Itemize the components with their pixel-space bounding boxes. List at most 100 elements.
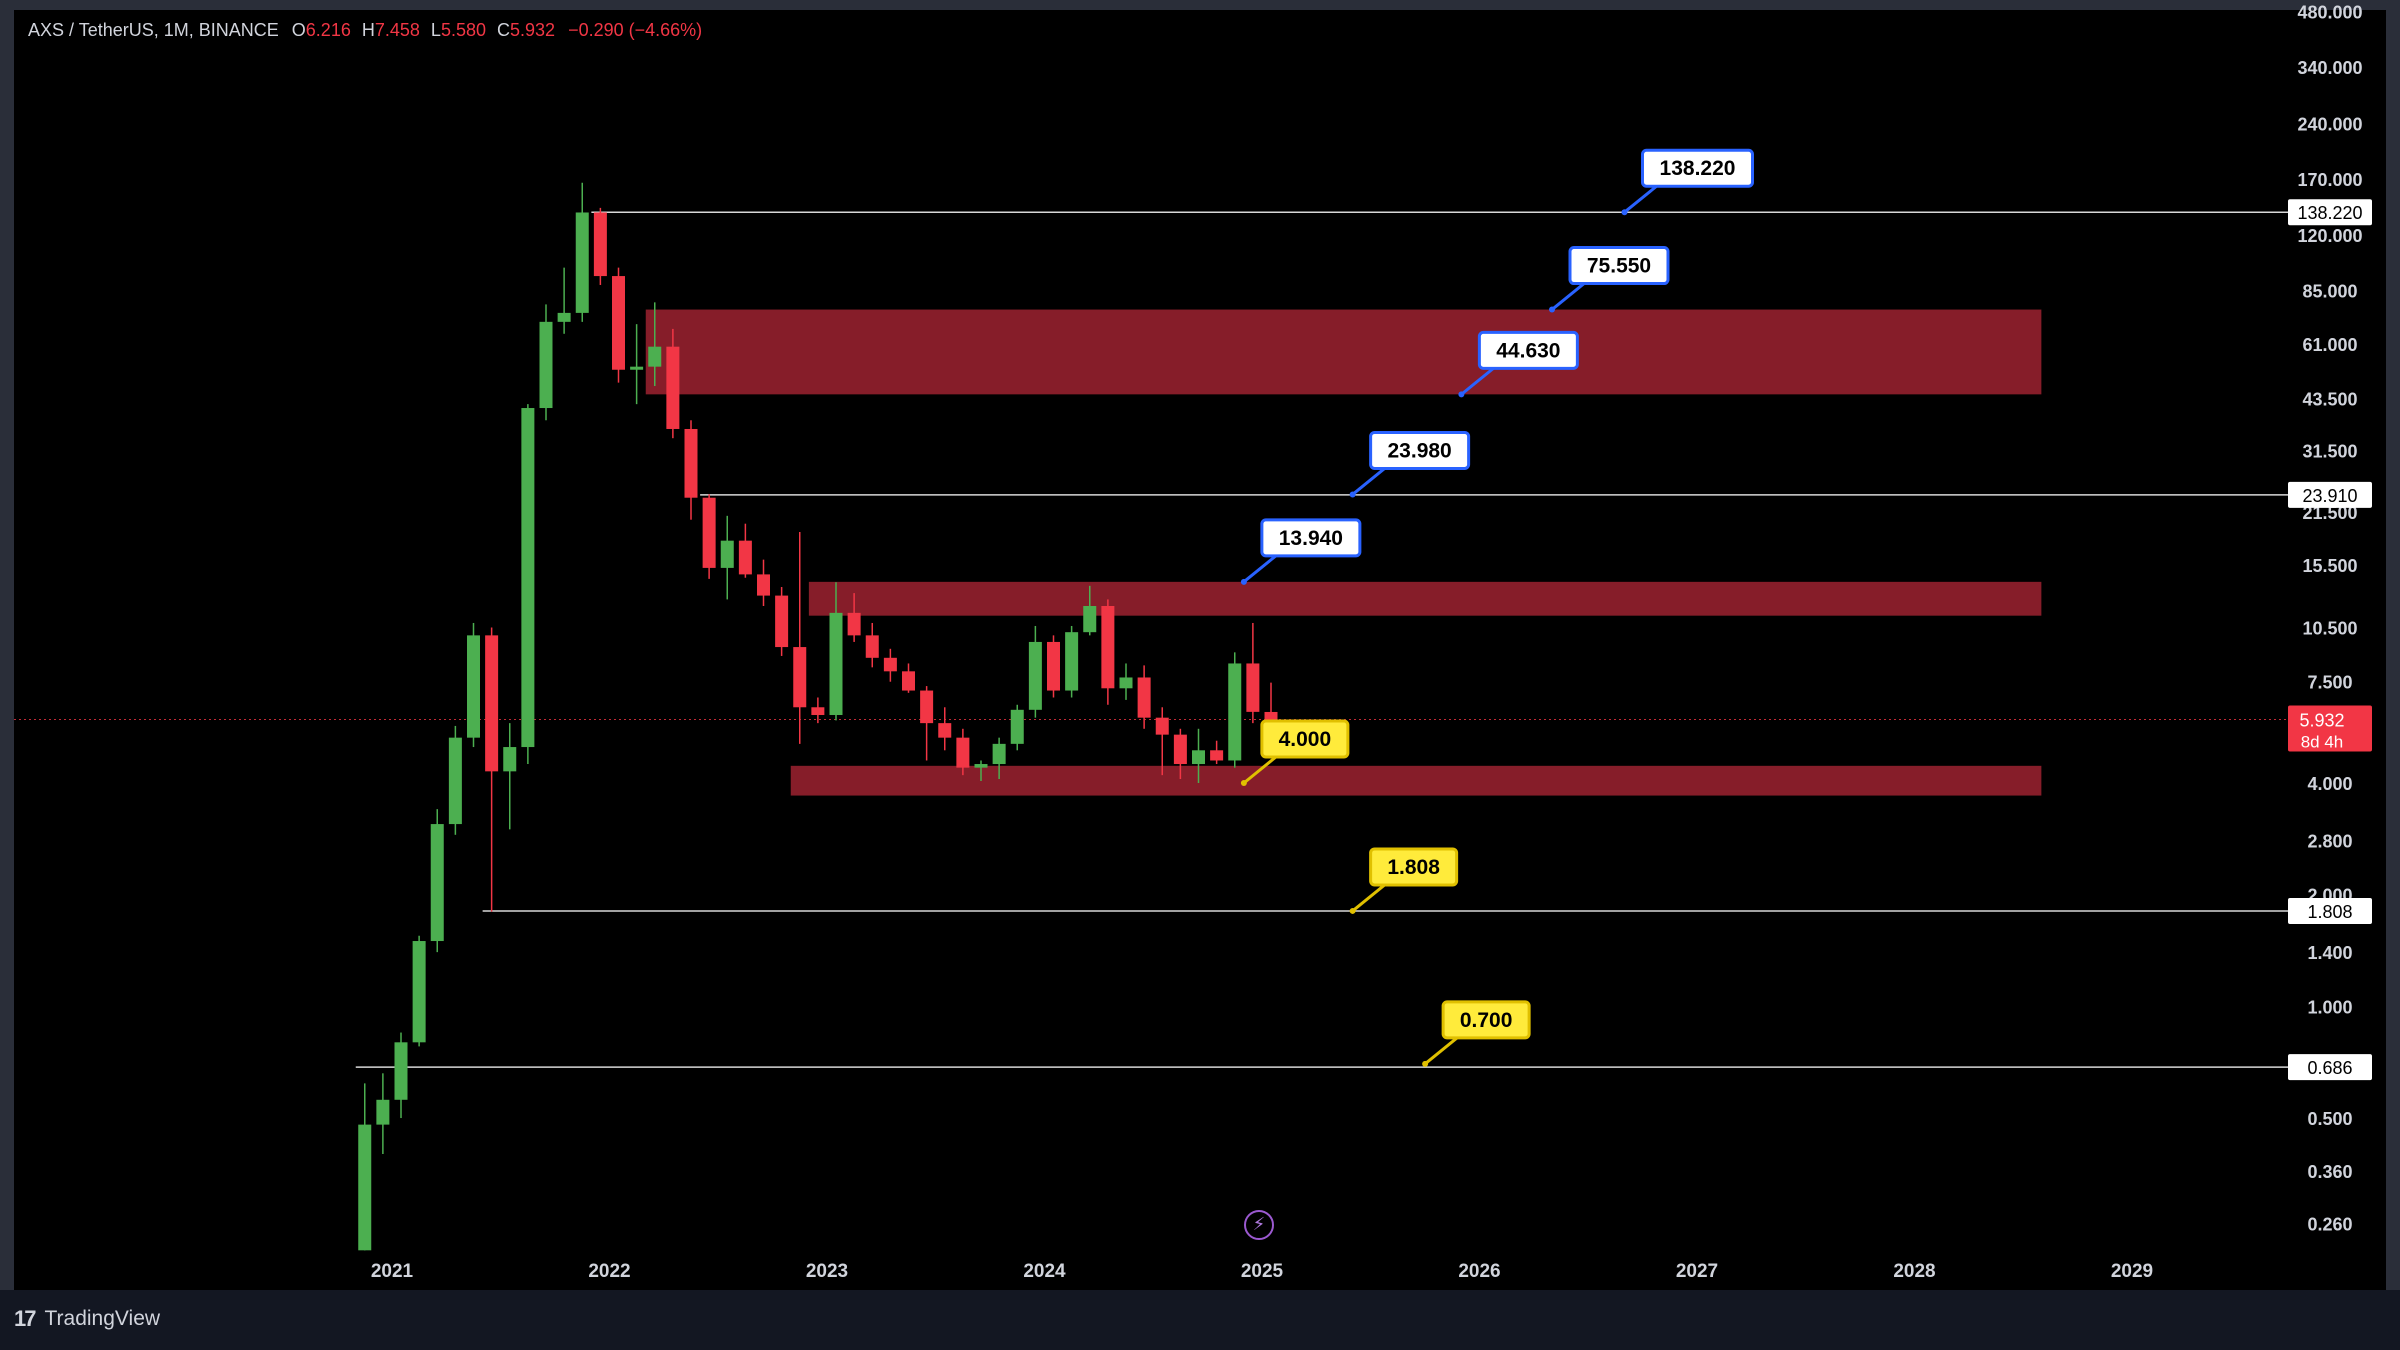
candle-body [575,212,589,313]
target-pointer [1424,1036,1459,1065]
candle-body [1047,641,1060,691]
target-label-box [1568,246,1670,286]
candle-body [1083,605,1097,633]
symbol-name[interactable]: AXS / TetherUS, 1M, BINANCE [28,20,279,40]
candle-body [1065,632,1079,691]
current-price-tag [2288,705,2372,752]
open-label: O [291,20,306,40]
candle-body [1246,663,1260,712]
candle-body [593,212,607,277]
price-tick-label: 15.500 [2302,556,2357,576]
time-tick-label: 2023 [806,1261,848,1282]
target-pointer [1242,755,1277,785]
candle-body [1192,750,1205,765]
candle-body [1101,605,1115,689]
zone-layer [645,309,2042,796]
target-pointer [1460,367,1495,396]
candle-body [883,657,897,672]
time-tick-label: 2026 [1458,1261,1500,1282]
close-label: C [497,20,510,40]
target-anchor [1240,578,1247,585]
candle-body [829,612,843,716]
candle-body [1228,663,1242,761]
price-tag [2288,897,2372,924]
candle-body [757,574,770,596]
price-tag-text: 138.220 [2297,203,2362,223]
target-pointer [1351,467,1386,496]
price-tick-label: 240.000 [2297,114,2362,134]
time-tick-label: 2029 [2111,1261,2153,1282]
candle-body [394,1042,408,1100]
candle-body [1028,641,1042,710]
target-label-box [1369,430,1471,470]
candle-body [412,941,426,1043]
time-tick-label: 2022 [588,1261,630,1282]
candle-body [793,647,807,708]
low-value: 5.580 [440,20,486,40]
lightning-icon[interactable]: ⚡ [1244,1210,1274,1240]
target-anchor [1422,1060,1429,1067]
candle-body [430,824,444,942]
price-tag [2288,1054,2372,1081]
candle-body [956,737,970,768]
horizontal-line-layer [14,211,2288,1068]
candle-body [1264,711,1278,720]
candle-body [1210,750,1224,761]
price-tick-label: 170.000 [2297,170,2362,190]
price-tick-label: 61.000 [2302,335,2357,355]
supply-demand-zone [645,309,2042,395]
price-tag-text: 0.686 [2307,1058,2352,1078]
target-label-box [1441,1000,1531,1040]
target-label-box [1477,330,1579,370]
candle-body [1173,734,1187,765]
close-value: 5.932 [510,20,556,40]
candle-body [612,276,625,370]
price-tag-layer: 138.220 23.910 1.808 0.686 5.932 8d 4h [2288,199,2372,1081]
price-tick-label: 340.000 [2297,58,2362,78]
candle-body [503,747,517,772]
price-tick-label: 7.500 [2307,673,2352,693]
price-tick-label: 1.000 [2307,997,2352,1017]
candle-body [376,1099,390,1125]
target-label-text: 23.980 [1388,439,1452,462]
candle-body [485,635,499,772]
candle-body [702,497,716,568]
price-tick-label: 10.500 [2302,619,2357,639]
target-pointer [1351,883,1386,913]
target-pointer [1623,185,1658,214]
price-tag [2288,199,2372,226]
time-tick-label: 2024 [1023,1261,1066,1282]
target-anchor [1240,780,1247,786]
candle-body [630,366,644,370]
price-tick-label: 4.000 [2307,774,2352,794]
time-tick-label: 2025 [1241,1261,1284,1282]
low-label: L [430,20,441,40]
target-anchor [1621,209,1628,216]
target-label-layer: 138.220 75.550 44.630 23.980 13.940 4.000 1.80… [1240,148,1754,1067]
target-anchor [1349,907,1356,914]
price-tick-label: 85.000 [2302,282,2357,302]
candle-body [1119,677,1133,689]
candle-body [847,612,861,636]
candle-body [1155,717,1169,735]
time-axis: 2021 2022 2023 2024 2025 2026 2027 2028 2029 [371,1261,2153,1282]
target-anchor [1549,306,1555,313]
candle-body [720,540,734,568]
tradingview-logo[interactable]: 17 TradingView [14,1306,160,1332]
symbol-legend: AXS / TetherUS, 1M, BINANCE O6.216 H7.45… [28,20,702,41]
candle-body [1010,709,1024,744]
target-anchor [1349,491,1356,498]
price-tick-label: 0.260 [2307,1214,2352,1234]
tradingview-logo-icon: 17 [14,1306,37,1331]
candle-body [648,346,662,367]
candle-body [358,1124,372,1251]
high-label: H [361,20,375,40]
target-pointer [1551,282,1585,311]
chart-frame[interactable] [14,10,2386,1290]
candle-body [938,723,952,738]
target-label-text: 138.220 [1660,157,1736,180]
price-tick-label: 2.800 [2307,831,2352,851]
open-value: 6.216 [305,20,351,40]
supply-demand-zone [808,581,2042,616]
